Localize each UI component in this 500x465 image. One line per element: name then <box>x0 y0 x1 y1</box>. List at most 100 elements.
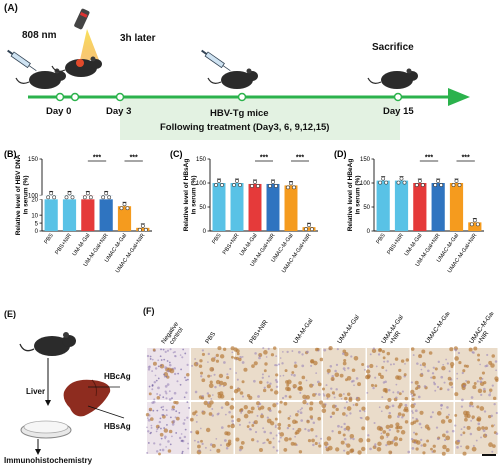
day-0-label: Day 0 <box>46 106 72 117</box>
ihc-label: Immunohistochemistry <box>4 456 93 465</box>
data-point <box>256 184 260 188</box>
panel-e-label: (E) <box>4 309 16 319</box>
syringe-icon <box>201 49 231 72</box>
y-tick-label: 150 <box>28 157 39 163</box>
data-point <box>107 195 112 200</box>
x-tick-label: PBS+NIR <box>386 233 405 256</box>
y-tick-label: 0 <box>35 229 39 235</box>
bar <box>468 222 482 231</box>
data-point <box>235 179 239 183</box>
data-point <box>396 180 401 185</box>
chart-panel: (C)Relative level of HBsAgin serum (%) 0 5… <box>170 149 318 274</box>
mouse-icon <box>367 68 418 89</box>
x-tick-label: PBS+NIR <box>222 233 241 256</box>
mice-label: HBV-Tg mice <box>210 108 269 119</box>
y-tick-label: 100 <box>196 181 207 187</box>
laser-icon <box>74 8 90 30</box>
bar-break <box>80 195 95 200</box>
data-point <box>119 206 124 211</box>
data-point <box>378 180 383 185</box>
tissue-image <box>279 348 322 400</box>
laser-wavelength: 808 nm <box>22 30 57 41</box>
timeline-tick <box>70 92 80 102</box>
day-3-label: Day 3 <box>106 106 132 117</box>
y-tick-label: 50 <box>363 205 370 211</box>
mouse-icon <box>51 56 102 77</box>
data-point <box>214 183 218 187</box>
column-label: UMAC-M-Gal <box>424 312 451 345</box>
axis-break <box>39 195 152 200</box>
data-point <box>49 191 54 196</box>
data-point <box>271 180 275 184</box>
tissue-image <box>323 348 366 400</box>
x-tick-label: UM-M-Gal <box>239 233 259 258</box>
bar-break <box>62 195 77 200</box>
panel-f-label: (F) <box>143 306 155 316</box>
petri-dish-icon <box>20 420 72 439</box>
bar <box>449 183 464 231</box>
y-tick-label: 100 <box>360 181 371 187</box>
data-point <box>238 183 242 187</box>
data-point <box>253 180 257 184</box>
data-point <box>402 180 407 185</box>
timeline-tick <box>55 92 65 102</box>
data-point <box>433 183 438 187</box>
bar <box>394 180 409 231</box>
chart-panel: (D)Relative level of HBeAgin serum (%) 0 5… <box>334 149 484 274</box>
tissue-image <box>147 348 190 400</box>
sacrifice-text: Sacrifice <box>372 42 414 53</box>
x-tick-label: PBS <box>211 232 222 245</box>
data-point <box>122 202 127 207</box>
laser-beam <box>80 29 99 60</box>
timeline-diagram <box>7 8 470 140</box>
data-point <box>457 183 462 187</box>
data-point <box>384 180 389 185</box>
data-point <box>250 184 254 188</box>
data-point <box>85 191 90 196</box>
bar-charts: (B)Relative level of HBV DNAin serum (%)… <box>4 149 484 274</box>
data-point <box>52 195 57 200</box>
data-point <box>475 222 480 227</box>
data-point <box>307 223 311 228</box>
bar <box>284 185 298 231</box>
bar <box>117 206 132 231</box>
column-label: PBS <box>204 331 217 345</box>
tissue-image <box>147 402 190 454</box>
y-tick-label: 0 <box>367 229 371 235</box>
column-label: UM-M-Gal <box>292 317 314 345</box>
y-tick-label: 150 <box>196 157 207 163</box>
panel-label: (C) <box>170 149 183 159</box>
y-axis-label: Relative level of HBsAgin serum (%) <box>183 159 198 232</box>
bar <box>44 195 58 231</box>
syringe-icon <box>7 49 37 72</box>
data-point <box>82 195 87 200</box>
significance-label: *** <box>260 155 268 162</box>
treatment-box <box>120 98 400 140</box>
x-tick-label: PBS <box>43 232 54 245</box>
data-point <box>232 183 236 187</box>
y-axis-label: Relative level of HBV DNAin serum (%) <box>15 154 30 235</box>
data-point <box>399 176 404 181</box>
bar <box>431 183 445 231</box>
data-point <box>289 181 293 186</box>
bar <box>230 183 244 231</box>
data-point <box>454 179 459 183</box>
bar <box>302 227 316 231</box>
bar <box>99 195 113 231</box>
column-label: UMAC-M-Gal+NIR <box>468 312 500 349</box>
data-point <box>217 179 221 183</box>
hbsag-label: HBsAg <box>104 422 131 431</box>
data-point <box>125 206 130 211</box>
significance-label: *** <box>130 155 138 162</box>
y-axis-label: Relative level of HBeAgin serum (%) <box>347 159 362 232</box>
treatment-label: Following treatment (Day3, 6, 9,12,15) <box>160 122 330 133</box>
bar <box>266 183 280 231</box>
significance-label: *** <box>425 155 433 162</box>
column-label: PBS+NIR <box>248 319 270 346</box>
timeline-tick <box>393 92 403 102</box>
data-point <box>304 227 308 232</box>
bar <box>248 183 262 231</box>
x-tick-label: UM-M-Gal <box>72 233 92 258</box>
y-tick-label: 20 <box>31 198 38 204</box>
bar <box>212 183 226 231</box>
